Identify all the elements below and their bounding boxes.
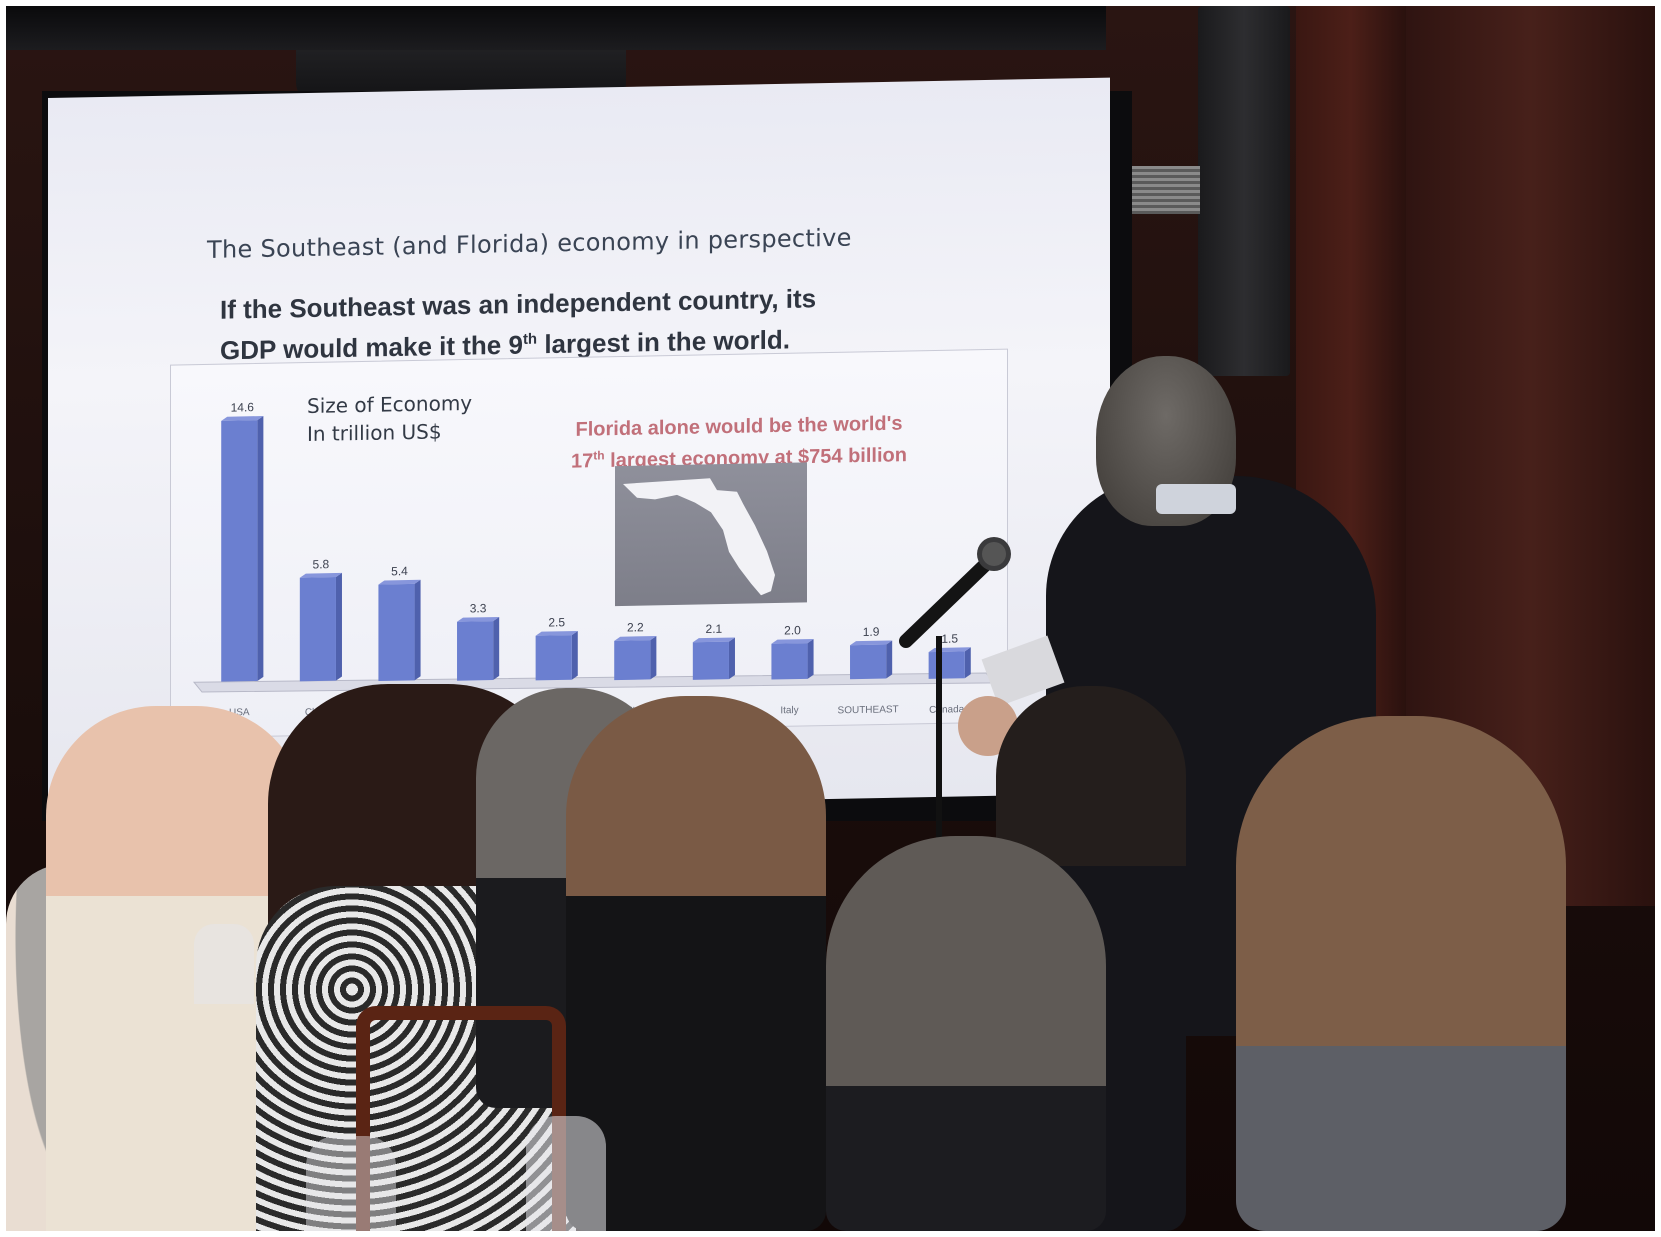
- bar-side: [964, 647, 971, 679]
- bar-brazil: [692, 641, 729, 680]
- bar-top: [457, 616, 500, 622]
- audience-member-8: [1236, 716, 1566, 1231]
- economy-label: Size of Economy In trillion US$: [307, 389, 472, 448]
- bar-value-label: 14.6: [231, 400, 255, 414]
- bar-side: [493, 616, 500, 681]
- microphone-icon: [899, 537, 1011, 648]
- bar-side: [414, 579, 421, 681]
- florida-sup: th: [593, 448, 605, 463]
- bar-value-label: 2.1: [706, 622, 723, 636]
- bar-top: [692, 637, 735, 643]
- bar-japan: [378, 583, 415, 682]
- bar-value-label: 2.5: [548, 615, 565, 629]
- bar-china: [299, 577, 336, 682]
- bar-side: [728, 637, 735, 680]
- photo-scene: The Southeast (and Florida) economy in p…: [6, 6, 1655, 1231]
- bar-value-label: 1.5: [941, 632, 958, 646]
- bar-usa: [221, 420, 258, 682]
- bar-side: [335, 572, 342, 681]
- bar-top: [299, 572, 342, 578]
- category-label: Italy: [780, 705, 798, 716]
- bar-chart: 14.6USA5.8China5.4Japan3.3Germany2.5Fran…: [192, 400, 996, 719]
- category-label: USA: [229, 707, 250, 718]
- bar-italy: [771, 643, 808, 680]
- audience-member-7: [826, 836, 1106, 1231]
- microphone-stand: [936, 636, 942, 876]
- category-label: Canada: [929, 704, 964, 716]
- bar-side: [807, 638, 814, 679]
- bar-side: [257, 416, 264, 681]
- screen-housing: [6, 6, 1106, 50]
- bar-top: [378, 579, 421, 585]
- bar-top: [771, 638, 814, 644]
- florida-shape-icon: [623, 478, 775, 596]
- wine-glass: [306, 1136, 396, 1231]
- economy-label-line-2: In trillion US$: [307, 419, 442, 447]
- audience-member-5: [566, 696, 826, 1231]
- economy-label-line-1: Size of Economy: [307, 390, 473, 419]
- florida-pre: 17: [571, 450, 594, 473]
- bar-side: [571, 630, 578, 680]
- bar-side: [650, 636, 657, 680]
- bar-southeast: [850, 644, 887, 680]
- bar-value-label: 3.3: [470, 601, 487, 615]
- slide-title: The Southeast (and Florida) economy in p…: [207, 223, 852, 264]
- bar-value-label: 5.8: [313, 557, 330, 571]
- bar-value-label: 2.0: [784, 623, 801, 637]
- bar-value-label: 5.4: [391, 564, 408, 578]
- florida-map: [615, 462, 807, 607]
- bar-side: [886, 640, 893, 679]
- bar-germany: [457, 621, 494, 681]
- headline-sup: th: [522, 330, 538, 348]
- bar-france: [535, 635, 572, 681]
- bar-top: [535, 630, 578, 636]
- wine-glass: [526, 1116, 606, 1231]
- bar-value-label: 1.9: [863, 625, 880, 639]
- speaker-right: [1198, 6, 1290, 376]
- wine-glass: [194, 924, 254, 1004]
- bar-top: [850, 640, 893, 646]
- category-label: SOUTHEAST: [838, 704, 899, 716]
- bar-top: [221, 416, 264, 421]
- bar-uk: [614, 640, 651, 681]
- bar-top: [614, 636, 657, 641]
- presenter-collar: [1156, 484, 1236, 514]
- bar-value-label: 2.2: [627, 620, 644, 634]
